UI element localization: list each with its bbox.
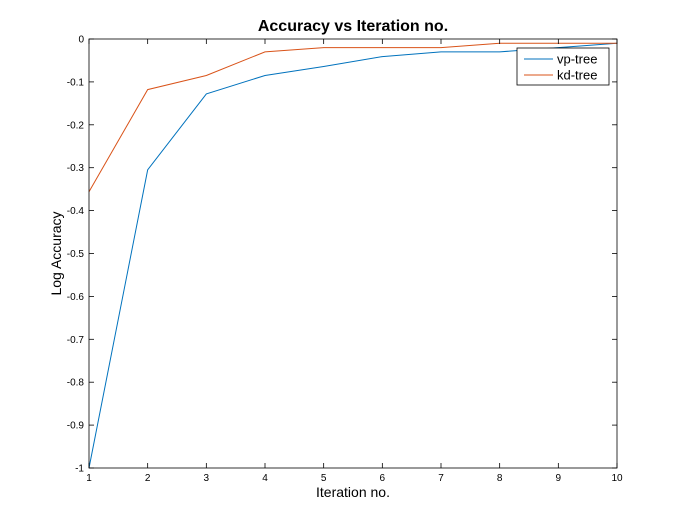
x-tick-label: 7: [438, 473, 444, 484]
chart-title: Accuracy vs Iteration no.: [258, 18, 448, 35]
x-tick-label: 10: [611, 473, 623, 484]
y-tick-label: -0.8: [67, 378, 85, 389]
y-tick-label: -0.6: [67, 292, 85, 303]
y-tick-label: -0.7: [67, 335, 85, 346]
x-tick-label: 9: [556, 473, 562, 484]
y-tick-label: -0.1: [67, 77, 85, 88]
x-tick-label: 8: [497, 473, 503, 484]
series-line-kd-tree: [88, 42, 617, 192]
x-tick-label: 5: [321, 473, 327, 484]
legend-label: vp-tree: [557, 52, 597, 67]
x-tick-label: 3: [204, 473, 210, 484]
legend-box: [516, 47, 610, 86]
y-tick-label: -0.3: [67, 163, 85, 174]
x-tick-label: 2: [145, 473, 151, 484]
plot-area: [89, 39, 617, 468]
plot-border: [88, 38, 618, 469]
y-tick-label: -0.5: [67, 249, 85, 260]
ticks-layer: 1 2 3 4 5 6 7 8 9 10 0 -0.1 -0.2 -0.3 -0.4 -0.5 -0.6 -0.7…: [67, 35, 623, 485]
legend-label: kd-tree: [557, 68, 597, 83]
x-tick-label: 6: [380, 473, 386, 484]
y-tick-label: -1: [75, 464, 84, 475]
y-axis-label: Log Accuracy: [48, 211, 64, 295]
x-tick-label: 4: [262, 473, 268, 484]
y-tick-label: 0: [78, 35, 84, 46]
y-tick-label: -0.2: [67, 120, 85, 131]
y-tick-label: -0.9: [67, 421, 85, 432]
x-tick-label: 1: [86, 473, 92, 484]
y-tick-label: -0.4: [67, 206, 85, 217]
x-axis-label: Iteration no.: [316, 484, 390, 500]
